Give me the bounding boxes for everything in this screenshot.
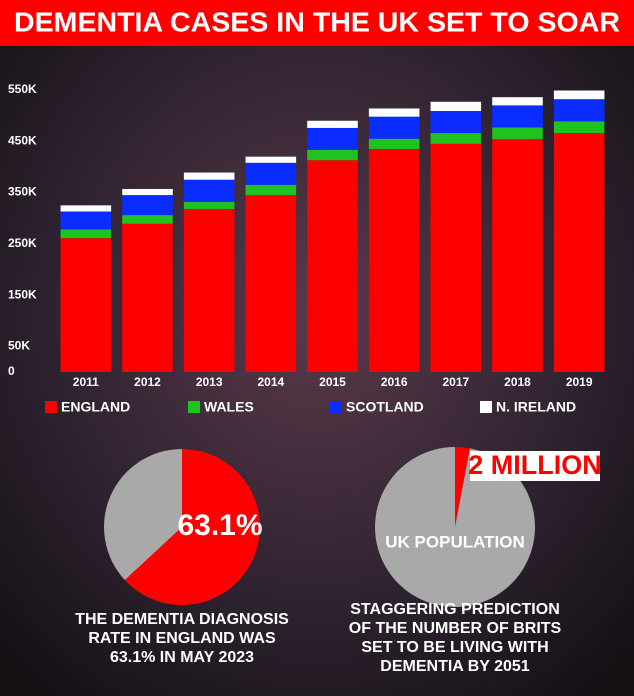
bar-segment [60,238,112,372]
bar-segment [307,149,358,161]
bar-segment [430,133,482,144]
pie-slice [455,447,470,527]
x-tick-label: 2017 [442,375,469,389]
caption-line: RATE IN ENGLAND WAS [88,630,276,647]
bar-segment [492,97,543,106]
bar-segment [245,195,297,372]
pie-slice [124,449,260,605]
x-tick-label: 2013 [196,375,223,389]
legend-swatch [188,401,200,413]
y-tick-label: 0 [8,364,15,378]
x-tick-label: 2019 [566,375,593,389]
y-tick-label: 50K [8,339,30,353]
slice-label: 2 MILLION [468,450,602,480]
slice-value-label: 63.1% [177,509,262,542]
x-tick-label: 2014 [257,375,284,389]
bar-segment [60,211,112,230]
bar-segment [492,127,543,140]
bar-segment [553,121,605,134]
legend-swatch [45,401,57,413]
bar-segment [492,139,543,372]
bar-segment [183,179,235,202]
bar-segment [553,99,605,122]
bar-segment [183,201,235,209]
bar-segment [60,205,112,212]
bar-segment [492,105,543,128]
x-tick-label: 2016 [381,375,408,389]
caption-line: 63.1% IN MAY 2023 [110,649,254,666]
bar-segment [430,111,482,134]
legend-swatch [480,401,492,413]
slice-label: UK POPULATION [385,532,524,551]
bar-segment [245,184,297,196]
bar-segment [307,127,358,150]
bar-segment [122,188,173,196]
x-tick-label: 2018 [504,375,531,389]
bar-segment [553,133,605,372]
label-box [470,451,600,481]
bar-segment [60,229,112,239]
y-tick-label: 150K [8,287,37,301]
bar-segment [245,162,297,185]
caption-line: DEMENTIA BY 2051 [380,658,529,675]
bar-segment [183,208,235,372]
x-tick-label: 2012 [134,375,161,389]
chart-title: DEMENTIA CASES IN THE UK SET TO SOAR [14,6,620,37]
x-tick-label: 2011 [73,375,99,389]
bar-segment [430,101,482,112]
bar-segment [183,172,235,180]
bar-segment [245,156,297,163]
legend-label: WALES [204,399,254,415]
caption-line: THE DEMENTIA DIAGNOSIS [75,611,289,628]
pie-slice [103,449,182,581]
y-tick-label: 350K [8,185,37,199]
bar-segment [368,108,420,117]
bar-segment [122,195,173,216]
bar-segment [430,143,482,372]
bar-segment [122,215,173,224]
x-tick-label: 2015 [319,375,346,389]
bar-segment [307,160,358,372]
caption-line: SET TO BE LIVING WITH [361,639,548,656]
pie-slice [375,447,536,608]
y-tick-label: 450K [8,133,37,147]
caption-line: STAGGERING PREDICTION [350,601,560,618]
bar-segment [368,138,420,149]
bar-segment [307,120,358,128]
legend-label: N. IRELAND [496,399,576,415]
title-bar [0,0,634,46]
legend-label: ENGLAND [61,399,130,415]
bar-segment [368,148,420,372]
legend-swatch [330,401,342,413]
bar-segment [122,223,173,372]
y-tick-label: 250K [8,236,37,250]
bar-segment [368,116,420,139]
caption-line: OF THE NUMBER OF BRITS [349,620,562,637]
legend-label: SCOTLAND [346,399,424,415]
bar-segment [553,90,605,100]
y-tick-label: 550K [8,82,37,96]
